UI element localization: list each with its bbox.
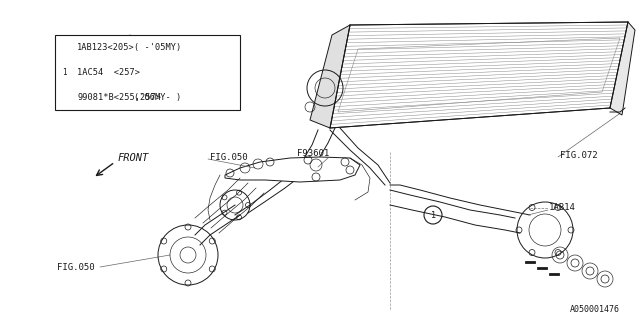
Polygon shape [610, 22, 635, 115]
Text: 1AB14: 1AB14 [549, 204, 576, 212]
Text: FIG.050: FIG.050 [210, 153, 248, 162]
Polygon shape [310, 25, 350, 128]
Text: 1AB123<205>: 1AB123<205> [77, 43, 135, 52]
Text: 1AC54  <257>: 1AC54 <257> [77, 68, 140, 77]
Text: ('06MY- ): ('06MY- ) [134, 93, 181, 102]
Text: F93601: F93601 [297, 148, 329, 157]
Text: FRONT: FRONT [118, 153, 149, 163]
Text: A050001476: A050001476 [570, 306, 620, 315]
Text: 1: 1 [61, 68, 67, 77]
Text: 99081*B<255,257>: 99081*B<255,257> [77, 93, 161, 102]
Polygon shape [225, 157, 360, 182]
Text: FIG.072: FIG.072 [560, 150, 598, 159]
Text: 1: 1 [431, 211, 435, 220]
Text: ( -'05MY): ( -'05MY) [134, 43, 181, 52]
Bar [55, 35, 240, 110]
Polygon shape [330, 22, 628, 128]
Text: FIG.050: FIG.050 [57, 262, 95, 271]
